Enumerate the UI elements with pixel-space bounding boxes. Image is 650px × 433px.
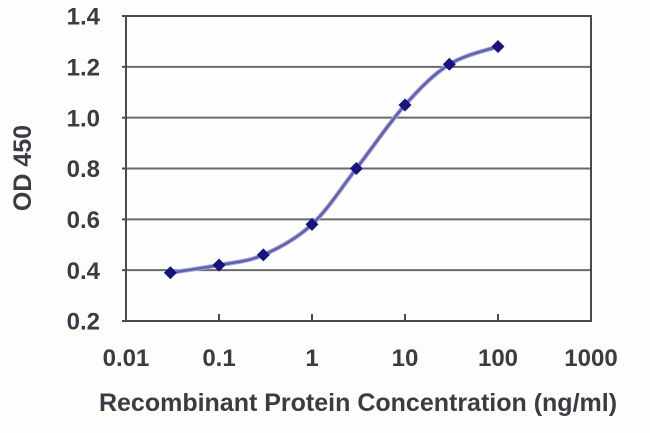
tick-labels: 0.01 0.1 1 10 100 1000 0.2 0.4 0.6 0.8 1.0 1.2 1.4 [67,4,618,372]
data-point-markers [163,39,505,280]
y-tick-label: 0.4 [67,258,101,285]
x-tick-label: 1 [305,345,318,372]
data-point-marker [305,217,319,231]
x-tick-label: 0.01 [103,345,150,372]
y-tick-label: 1.2 [67,54,100,81]
x-tick-label: 100 [478,345,518,372]
data-point-marker [349,161,363,176]
data-point-marker [442,57,456,71]
y-tick-label: 1.0 [67,105,100,132]
data-point-marker [491,39,505,54]
x-tick-label: 0.1 [202,345,235,372]
y-tick-label: 1.4 [67,4,101,31]
data-point-marker [256,248,270,262]
data-point-marker [212,258,226,272]
y-tick-label: 0.2 [67,309,100,336]
y-axis-title: OD 450 [9,125,37,211]
x-tick-label: 1000 [564,345,617,372]
series-line [169,45,500,275]
x-axis-title: Recombinant Protein Concentration (ng/ml… [99,389,617,417]
y-tick-label: 0.8 [67,156,100,183]
data-point-marker [398,98,412,112]
y-tick-label: 0.6 [67,207,100,234]
data-series-line [168,44,501,275]
x-tick-label: 10 [392,345,419,372]
data-point-marker [163,266,177,280]
